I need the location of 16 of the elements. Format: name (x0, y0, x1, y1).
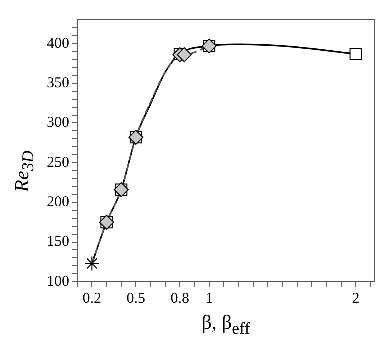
point (176, 47, 192, 62)
y-tick-label: 200 (47, 194, 70, 211)
point (350, 48, 362, 60)
x-axis-title: β, β$_{eff}$ (200, 312, 252, 339)
point (84, 256, 100, 272)
x-tick-label: 1 (206, 290, 214, 307)
y-tick-label: 350 (47, 75, 70, 92)
y-tick-label: 250 (47, 154, 70, 171)
y-tick-label: 150 (47, 234, 70, 250)
y-tick-label: 300 (47, 115, 70, 132)
x-tick-label: 0.2 (82, 290, 102, 307)
y-tick-label: 100 (47, 274, 70, 290)
x-tick-label: 2 (352, 290, 360, 307)
x-tick-label: 0.8 (170, 290, 190, 307)
x-tick-label: 0.5 (126, 290, 146, 307)
y-tick-label: 400 (47, 36, 70, 52)
